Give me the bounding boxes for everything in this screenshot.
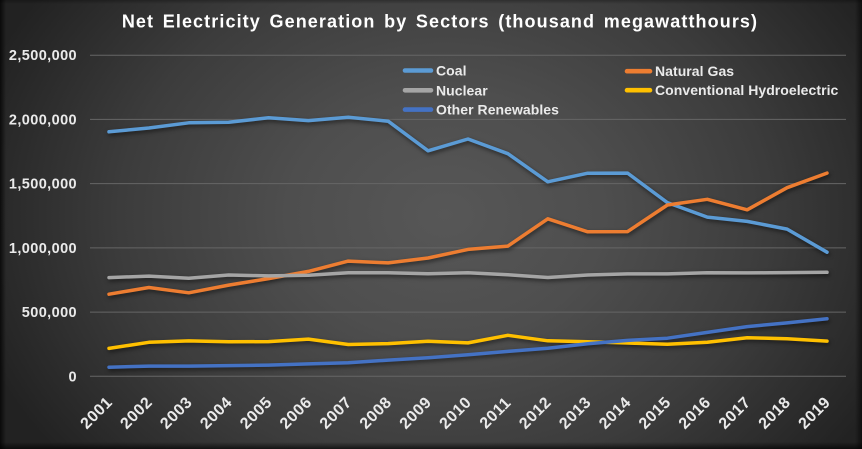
svg-text:1,500,000: 1,500,000 xyxy=(9,177,77,193)
svg-text:2008: 2008 xyxy=(357,394,396,433)
svg-text:500,000: 500,000 xyxy=(22,305,77,321)
svg-text:2006: 2006 xyxy=(277,394,316,433)
svg-text:2002: 2002 xyxy=(117,394,156,433)
svg-text:2017: 2017 xyxy=(716,394,755,433)
svg-text:0: 0 xyxy=(69,369,77,385)
svg-text:Nuclear: Nuclear xyxy=(436,82,488,98)
svg-text:2013: 2013 xyxy=(556,394,595,433)
svg-text:1,000,000: 1,000,000 xyxy=(9,241,77,257)
svg-text:2015: 2015 xyxy=(636,394,675,433)
svg-text:2,500,000: 2,500,000 xyxy=(9,48,77,64)
svg-text:2012: 2012 xyxy=(516,394,555,433)
svg-text:2005: 2005 xyxy=(237,394,276,433)
svg-text:2011: 2011 xyxy=(477,394,515,432)
svg-text:2004: 2004 xyxy=(197,394,236,433)
svg-text:2019: 2019 xyxy=(796,394,835,433)
svg-text:Net Electricity Generation by: Net Electricity Generation by Sectors (t… xyxy=(122,12,758,32)
svg-text:2018: 2018 xyxy=(756,394,795,433)
svg-text:Other Renewables: Other Renewables xyxy=(436,102,559,118)
svg-text:Conventional Hydroelectric: Conventional Hydroelectric xyxy=(655,82,839,98)
svg-text:2007: 2007 xyxy=(317,394,356,433)
svg-text:Coal: Coal xyxy=(436,63,467,79)
svg-text:2001: 2001 xyxy=(78,394,117,433)
svg-text:2016: 2016 xyxy=(676,394,715,433)
svg-text:2003: 2003 xyxy=(157,394,196,433)
svg-text:2014: 2014 xyxy=(596,394,635,433)
svg-text:2010: 2010 xyxy=(437,394,476,433)
svg-text:Natural Gas: Natural Gas xyxy=(655,63,734,79)
svg-text:2,000,000: 2,000,000 xyxy=(9,112,77,128)
svg-text:2009: 2009 xyxy=(397,394,436,433)
